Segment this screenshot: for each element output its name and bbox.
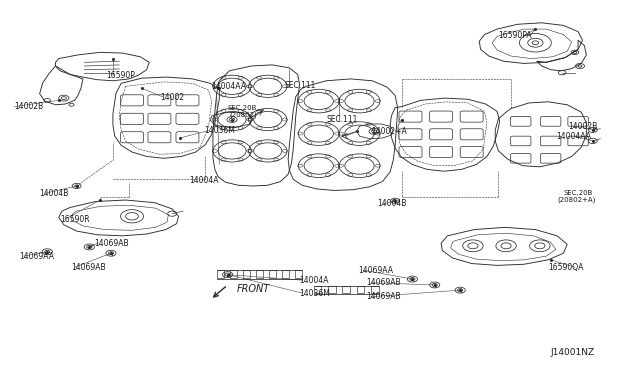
Text: (20802): (20802) (230, 112, 257, 118)
Text: SEC.111: SEC.111 (285, 81, 316, 90)
Text: 16590R: 16590R (61, 215, 90, 224)
Text: 16590P: 16590P (106, 71, 136, 80)
Text: 14069AA: 14069AA (19, 251, 54, 261)
Bar (255, 270, 263, 278)
Text: 14002B: 14002B (14, 102, 44, 111)
Text: 14004AA: 14004AA (556, 132, 591, 141)
Bar (282, 270, 289, 278)
Bar (243, 270, 250, 278)
Bar (342, 286, 350, 293)
Text: 16590PA: 16590PA (499, 31, 532, 40)
Text: 14069AB: 14069AB (366, 278, 401, 287)
Text: 14002+A: 14002+A (371, 127, 407, 136)
Text: J14001NZ: J14001NZ (550, 348, 595, 357)
Text: 14002B: 14002B (568, 122, 598, 131)
Text: 14004B: 14004B (40, 189, 69, 198)
Text: 14004AA: 14004AA (212, 82, 246, 91)
Text: 14069AA: 14069AA (358, 266, 393, 275)
Text: SEC.20B: SEC.20B (563, 190, 593, 196)
Text: 14002: 14002 (161, 93, 185, 102)
Text: 14036M: 14036M (300, 289, 330, 298)
Text: 14004A: 14004A (300, 276, 329, 285)
Text: 14036M: 14036M (204, 126, 235, 135)
Bar (371, 286, 379, 293)
Bar (217, 270, 225, 278)
Text: 16590QA: 16590QA (548, 263, 584, 272)
Text: SEC.111: SEC.111 (326, 115, 358, 124)
Bar (328, 286, 335, 293)
Text: 14069AB: 14069AB (72, 263, 106, 272)
Text: (20802+A): (20802+A) (557, 197, 595, 203)
Text: 14004A: 14004A (189, 176, 219, 185)
Bar (314, 286, 321, 293)
Text: SEC.20B: SEC.20B (228, 106, 257, 112)
Text: 14069AB: 14069AB (366, 292, 401, 301)
Text: 14069AB: 14069AB (94, 239, 129, 248)
Text: FRONT: FRONT (237, 284, 271, 294)
Bar (230, 270, 237, 278)
Bar (269, 270, 276, 278)
Bar (356, 286, 364, 293)
Text: 14004B: 14004B (378, 199, 407, 208)
Bar (294, 270, 302, 278)
